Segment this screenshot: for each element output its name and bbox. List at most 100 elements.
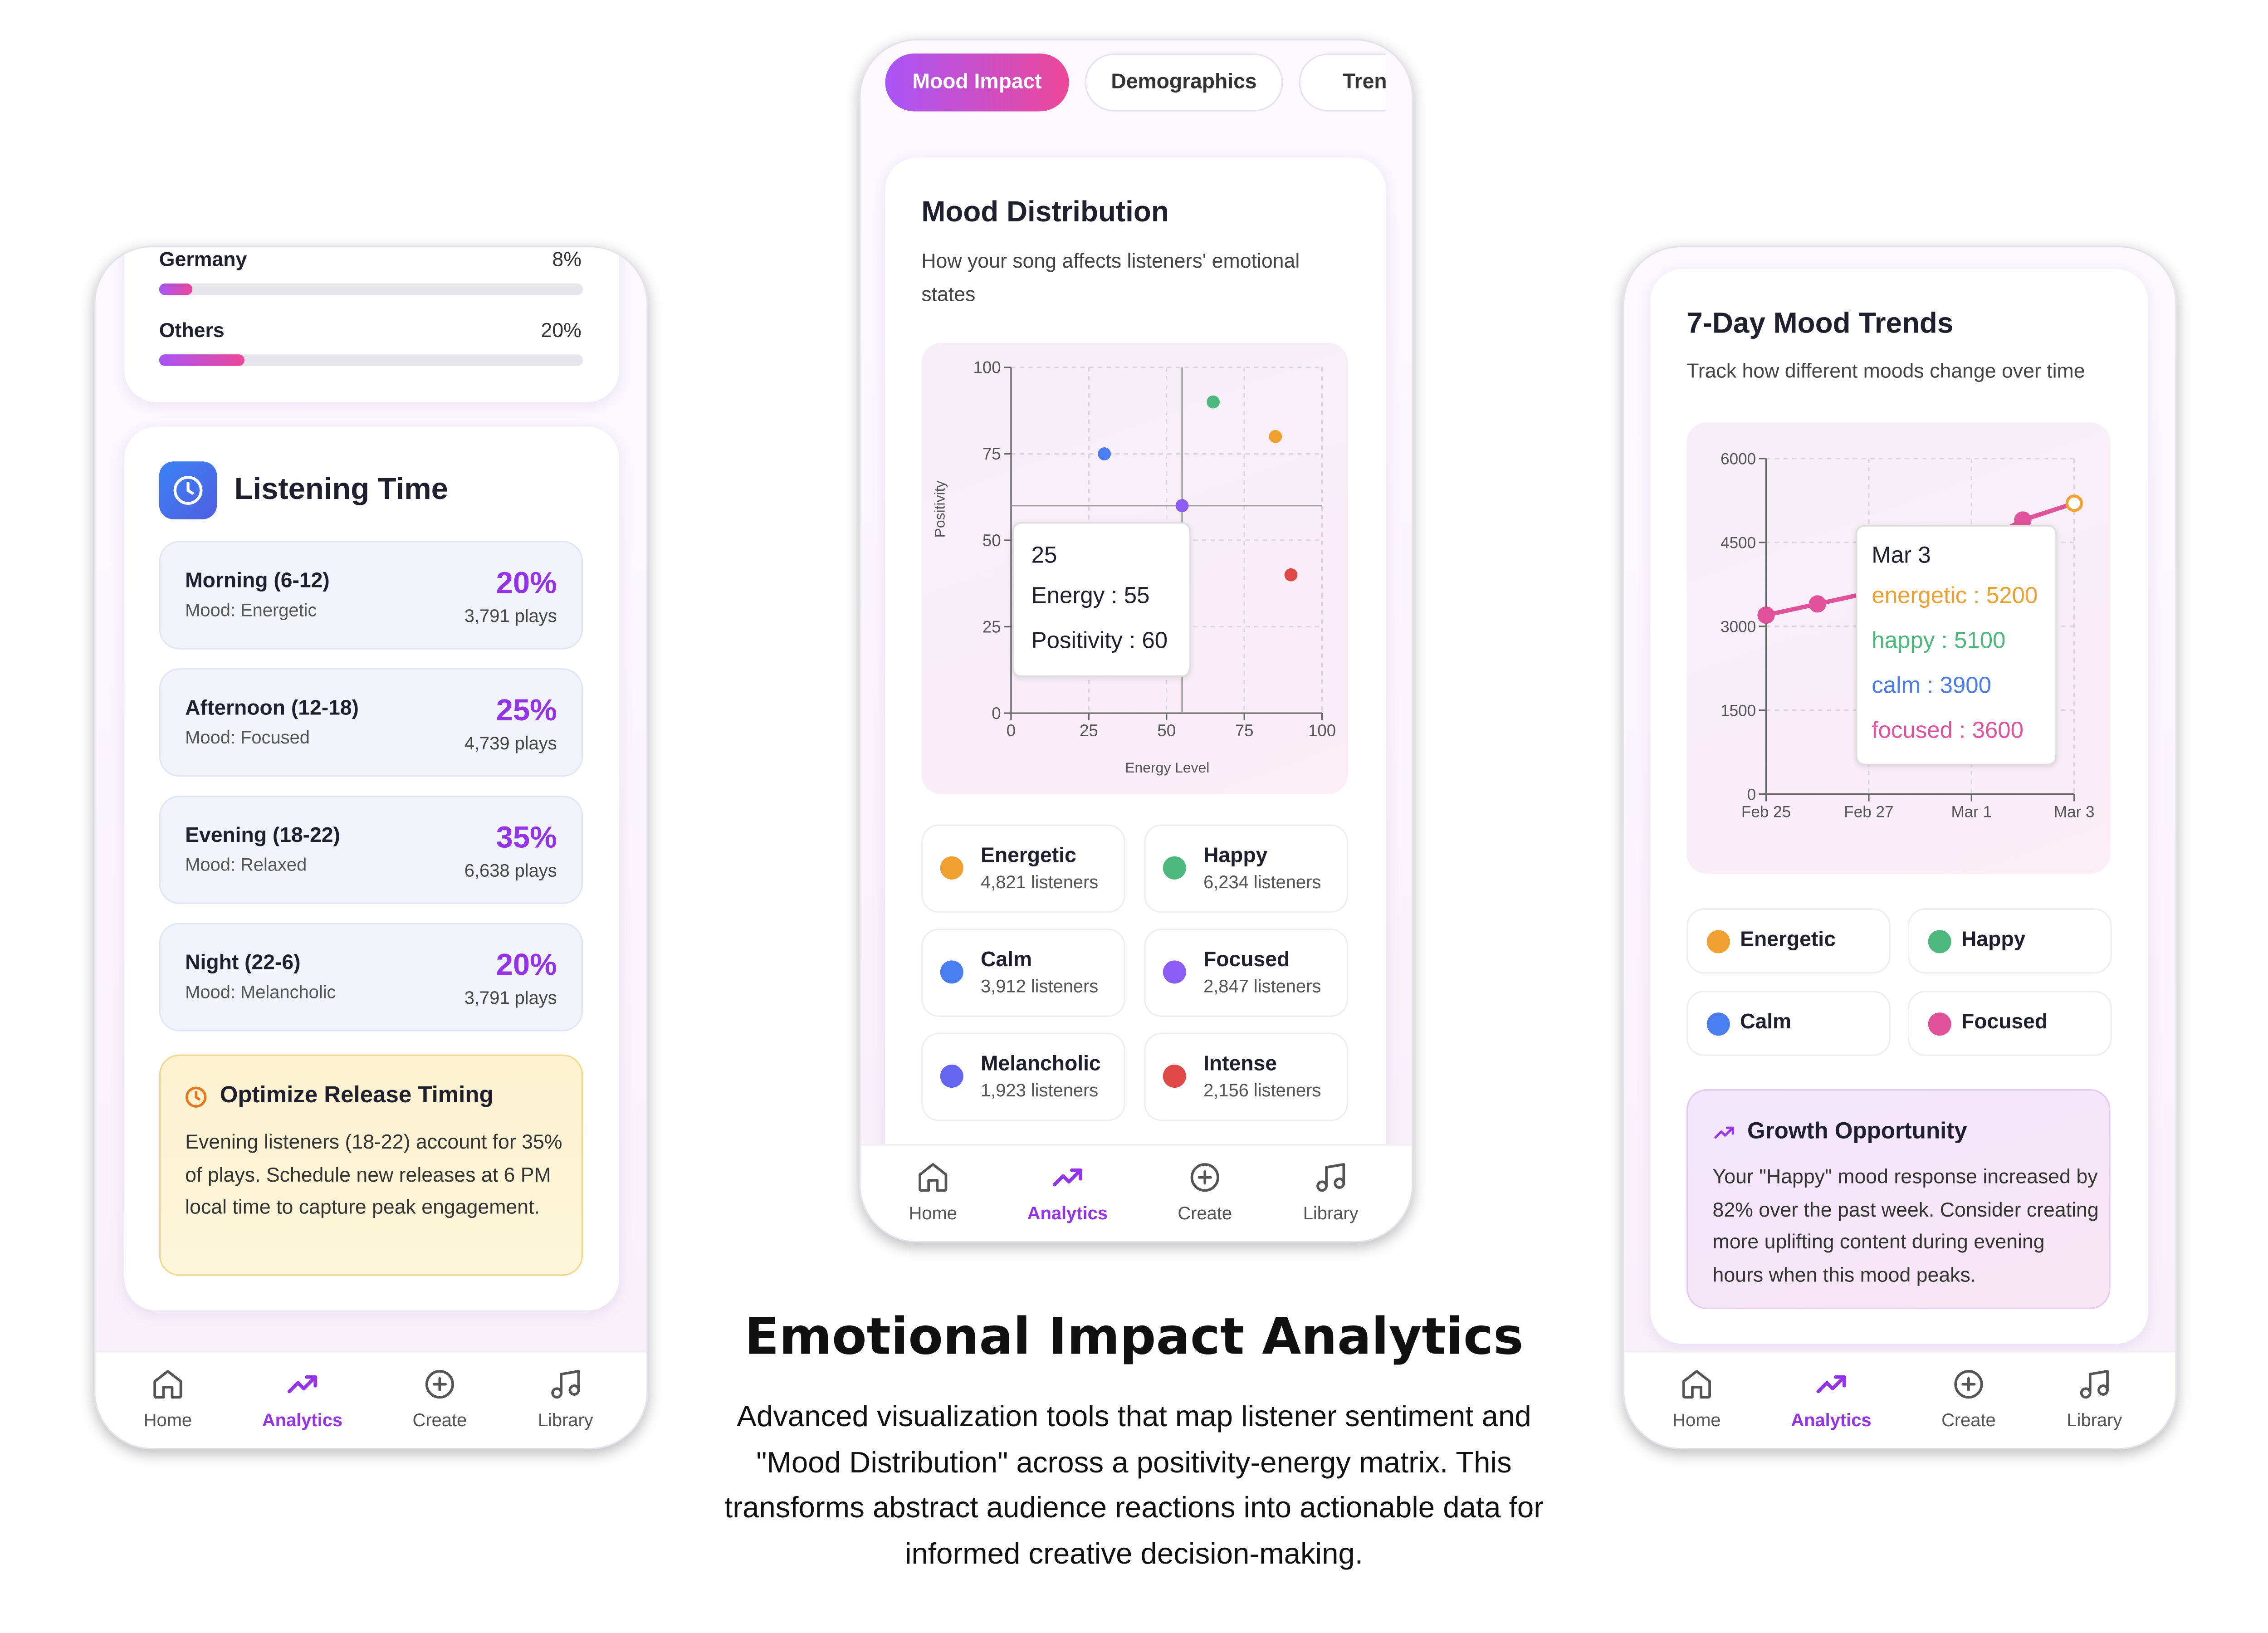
growth-icon: [1714, 1126, 1734, 1139]
tooltip-line: happy : 5100: [1872, 629, 2006, 654]
tooltip-line: Positivity : 60: [1031, 629, 1168, 654]
legend-dot: [1163, 1064, 1186, 1088]
legend-name: Calm: [1740, 1011, 1792, 1034]
x-axis-label: Energy Level: [1125, 759, 1209, 776]
tab[interactable]: Mood Impact: [885, 53, 1069, 112]
nav-item[interactable]: Analytics: [1773, 1367, 1889, 1431]
tab[interactable]: Demographics: [1085, 53, 1283, 112]
nav-label: Analytics: [1791, 1410, 1872, 1431]
slot-plays: 6,638 plays: [464, 861, 557, 881]
nav-label: Home: [909, 1203, 957, 1224]
tab[interactable]: Trend: [1299, 53, 1386, 112]
legend-item: Energetic 4,821 listeners: [921, 824, 1125, 913]
legend-item: Calm: [1686, 991, 1891, 1056]
tab-row: Mood Impact Demographics Trend: [885, 53, 1386, 117]
legend-listeners: 2,847 listeners: [1203, 976, 1321, 997]
slot-share: 20%: [496, 567, 557, 601]
trend-point: [2014, 511, 2032, 529]
legend-item: Melancholic 1,923 listeners: [921, 1032, 1125, 1121]
caption-text: Advanced visualization tools that map li…: [724, 1400, 1544, 1570]
legend-name: Calm: [980, 949, 1032, 972]
legend-name: Happy: [1203, 845, 1268, 868]
nav-label: Library: [538, 1410, 593, 1431]
legend-name: Happy: [1961, 929, 2026, 952]
progress-fill: [159, 284, 193, 295]
slot-mood: Mood: Focused: [185, 727, 310, 748]
nav-icon: [1954, 1370, 1983, 1399]
nav-label: Home: [1672, 1410, 1721, 1431]
trend-point: [2065, 494, 2083, 512]
progress-track: [159, 354, 583, 366]
y-tick-label: 3000: [1721, 618, 1756, 636]
scatter-point: [1284, 568, 1298, 582]
phone-right: 7-Day Mood Trends Track how different moo…: [1623, 246, 2177, 1450]
legend-listeners: 3,912 listeners: [980, 976, 1099, 997]
nav-item[interactable]: Library: [2037, 1367, 2152, 1431]
legend-listeners: 6,234 listeners: [1203, 872, 1321, 893]
tip-box: Optimize Release Timing Evening listeners…: [159, 1054, 583, 1276]
nav-label: Analytics: [262, 1410, 343, 1431]
legend-dot: [1928, 930, 1951, 953]
nav-item[interactable]: Create: [382, 1367, 498, 1431]
scatter-point: [1175, 499, 1189, 513]
nav-icon: [1052, 1168, 1082, 1187]
country-name: Others: [159, 318, 225, 342]
nav-icon: [919, 1163, 948, 1192]
bottom-nav: Home Analytics Create Library: [860, 1144, 1412, 1241]
x-tick-label: Mar 3: [2054, 803, 2095, 821]
slot-plays: 4,739 plays: [464, 733, 557, 754]
x-tick-label: 100: [1308, 721, 1336, 740]
nav-item[interactable]: Create: [1911, 1367, 2026, 1431]
legend-dot: [1706, 1012, 1730, 1036]
y-tick-label: 0: [992, 704, 1001, 723]
card-subtitle: Track how different moods change over ti…: [1686, 358, 2085, 382]
nav-item[interactable]: Home: [110, 1367, 225, 1431]
bottom-nav: Home Analytics Create Library: [95, 1351, 647, 1448]
line-chart: 0 1500 3000 4500 6000 Feb 25 Feb 27 Mar 1 Mar 3: [1721, 450, 2095, 821]
legend-name: Intense: [1203, 1053, 1277, 1076]
nav-label: Create: [412, 1410, 467, 1431]
legend-dot: [1928, 1012, 1951, 1036]
slot-mood: Mood: Relaxed: [185, 855, 307, 875]
scatter-point: [1269, 430, 1282, 443]
country-percent: 8%: [552, 247, 582, 271]
y-tick-label: 25: [982, 617, 1001, 636]
country-percent: 20%: [541, 318, 582, 342]
bottom-nav: Home Analytics Create Library: [1624, 1351, 2175, 1448]
legend-listeners: 2,156 listeners: [1203, 1081, 1321, 1101]
nav-icon: [153, 1370, 182, 1399]
nav-item[interactable]: Create: [1147, 1160, 1263, 1224]
y-tick-label: 6000: [1721, 450, 1756, 468]
legend-item: Intense 2,156 listeners: [1144, 1032, 1348, 1121]
growth-text: Your "Happy" mood response increased by …: [1712, 1164, 2099, 1286]
nav-item[interactable]: Analytics: [244, 1367, 360, 1431]
y-tick-label: 100: [973, 358, 1001, 377]
legend-name: Melancholic: [980, 1053, 1101, 1076]
slot-share: 20%: [496, 949, 557, 983]
legend-name: Energetic: [980, 845, 1076, 868]
nav-item[interactable]: Home: [1639, 1367, 1755, 1431]
tooltip-line: calm : 3900: [1872, 674, 1992, 699]
legend-item: Focused: [1908, 991, 2112, 1056]
legend-dot: [1706, 930, 1730, 953]
y-axis-label: Positivity: [931, 481, 948, 538]
nav-item[interactable]: Library: [1273, 1160, 1388, 1224]
tip-text: Evening listeners (18-22) account for 35…: [185, 1129, 562, 1218]
nav-label: Analytics: [1027, 1203, 1108, 1224]
tip-title: Optimize Release Timing: [220, 1083, 494, 1108]
slot-share: 35%: [496, 821, 557, 855]
x-tick-label: Feb 27: [1844, 803, 1893, 821]
nav-item[interactable]: Home: [875, 1160, 991, 1224]
nav-item[interactable]: Analytics: [1010, 1160, 1125, 1224]
legend-name: Focused: [1203, 949, 1290, 972]
slot-mood: Mood: Energetic: [185, 600, 317, 621]
nav-icon: [425, 1370, 454, 1399]
x-tick-label: Mar 1: [1951, 803, 1992, 821]
tip-icon: [186, 1086, 207, 1108]
y-tick-label: 50: [982, 531, 1001, 550]
nav-item[interactable]: Library: [508, 1367, 623, 1431]
legend-dot: [1163, 856, 1186, 880]
legend-listeners: 4,821 listeners: [980, 872, 1099, 893]
time-slot: Evening (18-22) Mood: Relaxed 35% 6,638 pla…: [159, 795, 583, 904]
